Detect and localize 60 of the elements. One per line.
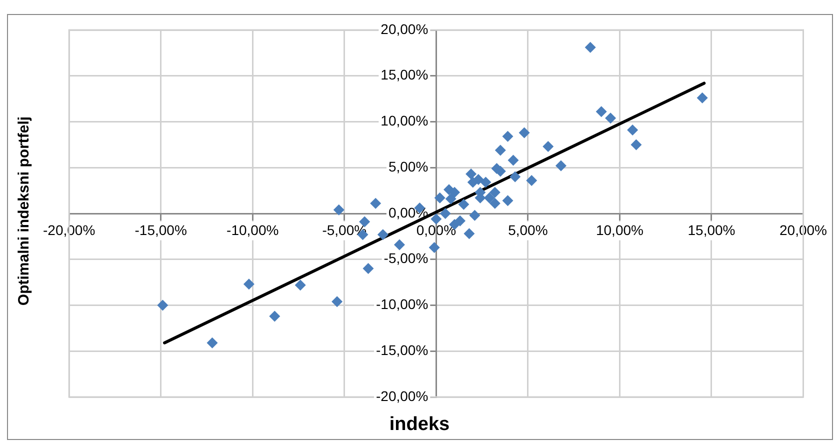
y-tick-label: 15,00% [380, 66, 428, 83]
y-tick-label: -5,00% [384, 250, 428, 266]
point [377, 229, 388, 240]
point [508, 154, 519, 166]
point [526, 174, 538, 186]
point [454, 215, 466, 226]
y-tick-label: 5,00% [388, 158, 428, 174]
point [445, 193, 456, 204]
point [362, 263, 374, 274]
y-tick-label: -10,00% [376, 296, 428, 312]
point [472, 174, 484, 186]
y-tick-label: 20,00% [380, 20, 428, 37]
point [480, 176, 492, 188]
point [502, 195, 514, 206]
point [294, 280, 306, 291]
point [502, 130, 514, 142]
y-tick-label: 10,00% [380, 112, 428, 129]
point [394, 239, 405, 250]
point [696, 92, 708, 104]
point [430, 214, 442, 225]
x-tick-label: 0,00% [416, 222, 456, 238]
point [630, 139, 642, 150]
point [469, 210, 480, 221]
y-tick-label: -15,00% [376, 342, 428, 358]
point [605, 112, 616, 124]
point [584, 42, 596, 53]
point [555, 160, 566, 172]
point [542, 141, 554, 152]
point [510, 171, 521, 182]
point [243, 278, 254, 290]
point [440, 208, 451, 219]
x-axis-title: indeks [388, 414, 451, 436]
point [206, 337, 218, 348]
x-tick-label: 10,00% [596, 222, 644, 238]
y-tick-label: -20,00% [376, 388, 428, 404]
x-tick-label: 15,00% [688, 222, 736, 238]
point [494, 144, 506, 156]
x-tick-label: 20,00% [780, 222, 827, 238]
point [434, 192, 446, 204]
point [332, 296, 343, 308]
point [489, 186, 500, 198]
x-tick-label: -15,00% [134, 222, 187, 238]
point [466, 168, 477, 180]
point [627, 124, 638, 136]
point [428, 242, 440, 253]
point [489, 198, 500, 209]
point [269, 310, 280, 322]
point [157, 300, 168, 311]
x-tick-label: -20,00% [42, 222, 96, 238]
point [449, 186, 460, 198]
point [464, 228, 475, 240]
point [333, 204, 344, 216]
point [484, 192, 495, 204]
point [518, 127, 530, 138]
y-axis-title: Optimalni indeksni portfelj [16, 116, 32, 306]
x-tick-label: 5,00% [508, 222, 548, 238]
x-tick-label: -10,00% [226, 222, 279, 238]
point [596, 106, 607, 118]
point [458, 198, 470, 210]
point [370, 198, 382, 209]
